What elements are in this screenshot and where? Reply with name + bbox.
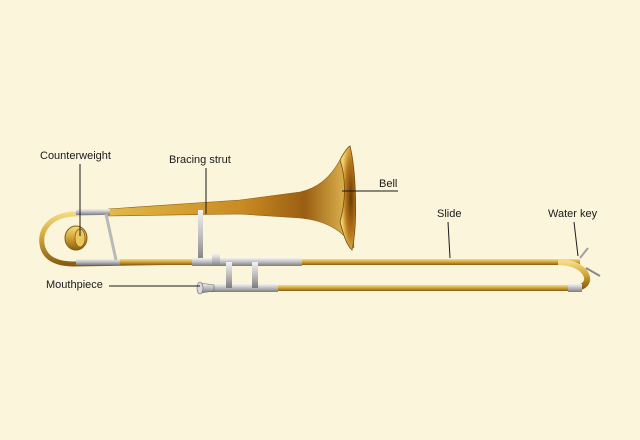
bell-label: Bell: [379, 178, 398, 190]
leader-slide: [447, 221, 451, 259]
bracing-strut-label: Bracing strut: [169, 154, 231, 166]
slide-end-ferrule: [568, 284, 582, 292]
slide-label: Slide: [437, 208, 462, 220]
water-key-label: Water key: [548, 208, 598, 220]
tuning-crook: [39, 209, 201, 267]
leader-water-key: [573, 221, 579, 257]
leader-lines: [79, 164, 579, 287]
tuning-slide-brace-diagonal: [104, 213, 118, 261]
slide-braces: [212, 254, 258, 288]
slide-lower-tube: [208, 284, 580, 292]
bell-section: [39, 145, 356, 267]
bracing-strut-part: [198, 210, 203, 262]
mouthpiece-label: Mouthpiece: [46, 279, 103, 291]
counterweight-part: [64, 225, 88, 251]
bell-flare: [339, 145, 356, 251]
tuning-slide-brace-lower: [76, 259, 122, 265]
water-key-part: [579, 247, 601, 277]
counterweight-label: Counterweight: [40, 150, 111, 162]
mouthpiece-part: [196, 281, 215, 295]
bell-tube: [107, 149, 355, 249]
tuning-slide-brace-upper: [76, 209, 110, 215]
slide-upper-tube: [120, 258, 580, 266]
